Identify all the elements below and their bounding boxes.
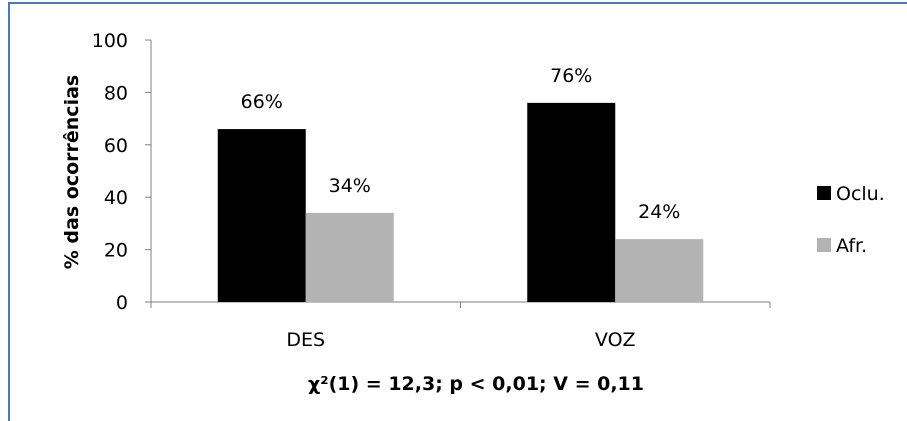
data-label: 34% xyxy=(329,175,371,197)
legend-label: Oclu. xyxy=(836,183,885,205)
y-tick-label: 40 xyxy=(104,187,128,209)
y-tick-label: 20 xyxy=(104,240,128,262)
x-tick-label: DES xyxy=(286,329,325,351)
bars: 66% 34% 76% 24% xyxy=(217,65,704,302)
x-tick-label: VOZ xyxy=(595,329,636,351)
bar-oclu-voz xyxy=(527,102,616,302)
legend-swatch xyxy=(817,186,831,200)
y-tick-label: 60 xyxy=(104,135,128,157)
data-label: 66% xyxy=(241,91,283,113)
bar-afr-des xyxy=(305,212,394,302)
y-tick-label: 100 xyxy=(92,30,128,52)
bar-afr-voz xyxy=(615,239,704,302)
y-ticks: 0 20 40 60 80 100 xyxy=(92,30,151,314)
legend-label: Afr. xyxy=(836,235,867,257)
bar-oclu-des xyxy=(217,129,306,302)
data-label: 24% xyxy=(638,201,680,223)
x-axis-title: χ²(1) = 12,3; p < 0,01; V = 0,11 xyxy=(308,373,644,395)
y-tick-label: 80 xyxy=(104,82,128,104)
legend: Oclu. Afr. xyxy=(817,183,885,257)
y-tick-label: 0 xyxy=(116,292,128,314)
y-axis-title: % das ocorrências xyxy=(61,75,83,269)
legend-swatch xyxy=(817,238,831,252)
x-ticks: DES VOZ xyxy=(150,302,771,351)
data-label: 76% xyxy=(550,65,592,87)
